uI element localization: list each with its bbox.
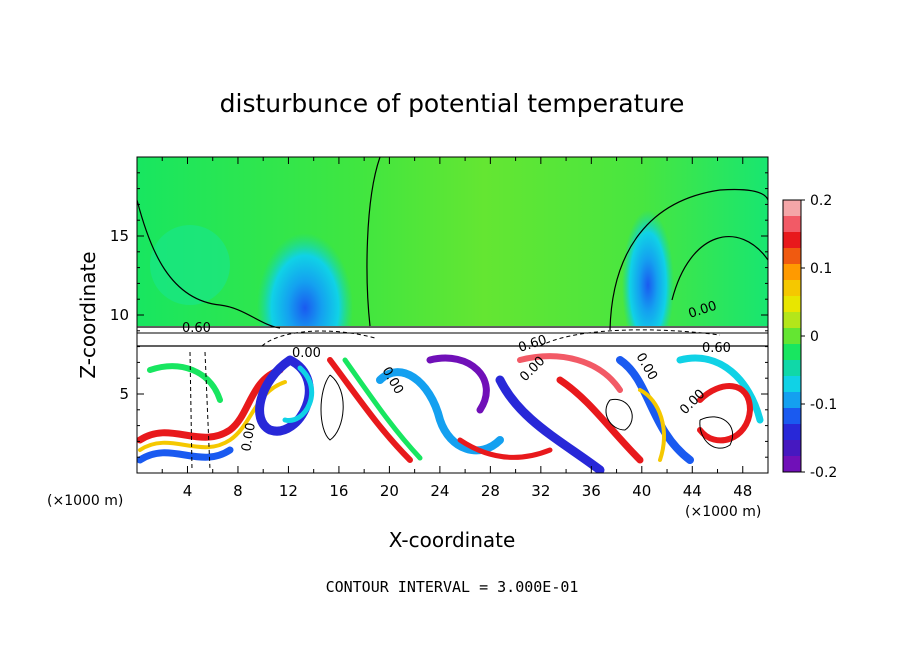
y-tick-label: 5 (119, 385, 129, 403)
colorbar-swatch (783, 232, 801, 249)
colorbar-swatch (783, 408, 801, 425)
lower-eddies (137, 353, 764, 473)
colorbar-swatch (783, 392, 801, 409)
colorbar-ticks: 0.2 0.1 0 -0.1 -0.2 (801, 193, 837, 481)
lower-contours (189, 351, 734, 471)
colorbar-tick-label: 0.1 (810, 261, 832, 277)
contour-dashed-2 (539, 329, 721, 347)
colorbar-swatch (783, 456, 801, 473)
colorbar-tick-label: 0.2 (810, 193, 832, 209)
x-unit-right: (×1000 m) (685, 504, 761, 520)
x-axis-ticks: 4 8 12 16 20 24 28 32 36 40 44 48 (161, 157, 752, 500)
colorbar-swatch (783, 264, 801, 281)
colorbar-tick-label: -0.1 (810, 397, 837, 413)
inversion-layer (137, 326, 768, 348)
colorbar-swatch (783, 376, 801, 393)
colorbar-tick-label: -0.2 (810, 465, 837, 481)
colorbar-swatch (783, 248, 801, 265)
contour-dashed-1 (261, 330, 376, 347)
colorbar-swatch (783, 296, 801, 313)
x-tick-label: 28 (481, 482, 500, 500)
colorbar (783, 200, 801, 473)
cyan-anomaly-upper-left (150, 225, 230, 305)
x-tick-label: 12 (279, 482, 298, 500)
cyan-anomaly-right (622, 210, 674, 360)
colorbar-swatch (783, 216, 801, 233)
contour-upper-1 (137, 199, 281, 329)
x-tick-label: 4 (183, 482, 193, 500)
contour-upper-4 (671, 236, 768, 301)
x-unit-left: (×1000 m) (47, 493, 123, 509)
colorbar-swatch (783, 344, 801, 361)
colorbar-swatch (783, 440, 801, 457)
x-tick-label: 20 (380, 482, 399, 500)
colorbar-swatch (783, 280, 801, 297)
contour-upper-3 (609, 188, 768, 331)
colorbar-swatch (783, 328, 801, 345)
upper-field (137, 157, 768, 330)
x-axis-label: X-coordinate (389, 528, 516, 552)
lower-field (137, 348, 768, 473)
colorbar-swatch (783, 360, 801, 377)
x-tick-label: 44 (683, 482, 702, 500)
contour-label: 0.60 (702, 341, 731, 356)
y-tick-label: 10 (110, 306, 129, 324)
x-tick-label: 32 (531, 482, 550, 500)
x-tick-label: 40 (632, 482, 651, 500)
chart-title: disturbunce of potential temperature (220, 89, 685, 118)
colorbar-swatch (783, 424, 801, 441)
plot-area (137, 157, 768, 473)
colorbar-swatch (783, 200, 801, 217)
x-tick-label: 24 (430, 482, 449, 500)
contour-label: 0.00 (292, 346, 321, 361)
y-axis-ticks: 5 10 15 (110, 172, 768, 458)
x-tick-label: 48 (733, 482, 752, 500)
colorbar-tick-label: 0 (810, 329, 819, 345)
contour-label: 0.00 (239, 422, 259, 453)
contour-upper-2 (366, 157, 381, 327)
y-axis-label: Z-coordinate (76, 251, 100, 378)
contour-label: 0.60 (182, 321, 211, 336)
colorbar-swatch (783, 312, 801, 329)
contour-interval: CONTOUR INTERVAL = 3.000E-01 (326, 578, 579, 596)
x-tick-label: 36 (582, 482, 601, 500)
y-tick-label: 15 (110, 227, 129, 245)
x-tick-label: 16 (329, 482, 348, 500)
x-tick-label: 8 (233, 482, 243, 500)
